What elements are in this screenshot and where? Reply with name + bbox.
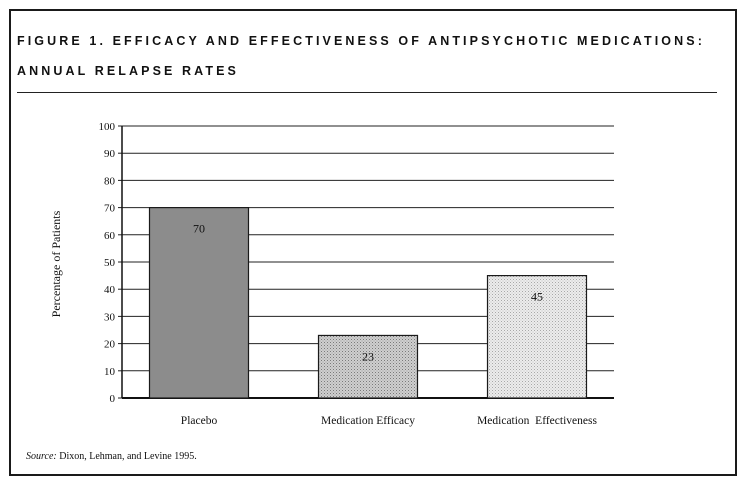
y-tick-label: 30 xyxy=(104,311,116,323)
x-category-label: Placebo xyxy=(181,415,218,427)
y-tick-label: 40 xyxy=(104,284,116,296)
y-tick-label: 90 xyxy=(104,148,116,160)
source-text: Dixon, Lehman, and Levine 1995. xyxy=(59,451,197,462)
x-category-label: Medication Efficacy xyxy=(321,415,415,427)
figure-title-line-2: Annual Relapse Rates xyxy=(17,64,239,78)
y-tick-label: 100 xyxy=(99,121,116,133)
y-tick-label: 80 xyxy=(104,175,116,187)
y-tick-label: 60 xyxy=(104,230,116,242)
figure-title: Figure 1. Efficacy and Effectiveness of … xyxy=(17,26,717,86)
x-category-label: Medication Effectiveness xyxy=(477,415,597,427)
source-label: Source: xyxy=(26,451,57,462)
y-tick-label: 0 xyxy=(110,393,116,405)
source-note: Source: Dixon, Lehman, and Levine 1995. xyxy=(26,451,197,462)
y-tick-label: 70 xyxy=(104,203,116,215)
bar-0 xyxy=(148,207,250,399)
y-axis-title: Percentage of Patients xyxy=(49,210,63,317)
y-tick-label: 10 xyxy=(104,366,116,378)
bar-value-label: 70 xyxy=(193,222,205,236)
bar-1 xyxy=(317,334,419,399)
bar-value-label: 23 xyxy=(362,349,374,363)
bar-2 xyxy=(486,275,588,399)
title-divider xyxy=(17,92,717,93)
figure-title-line-1: Figure 1. Efficacy and Effectiveness of … xyxy=(17,34,705,48)
bar-value-label: 45 xyxy=(531,290,543,304)
y-tick-label: 20 xyxy=(104,339,116,351)
y-tick-label: 50 xyxy=(104,257,116,269)
